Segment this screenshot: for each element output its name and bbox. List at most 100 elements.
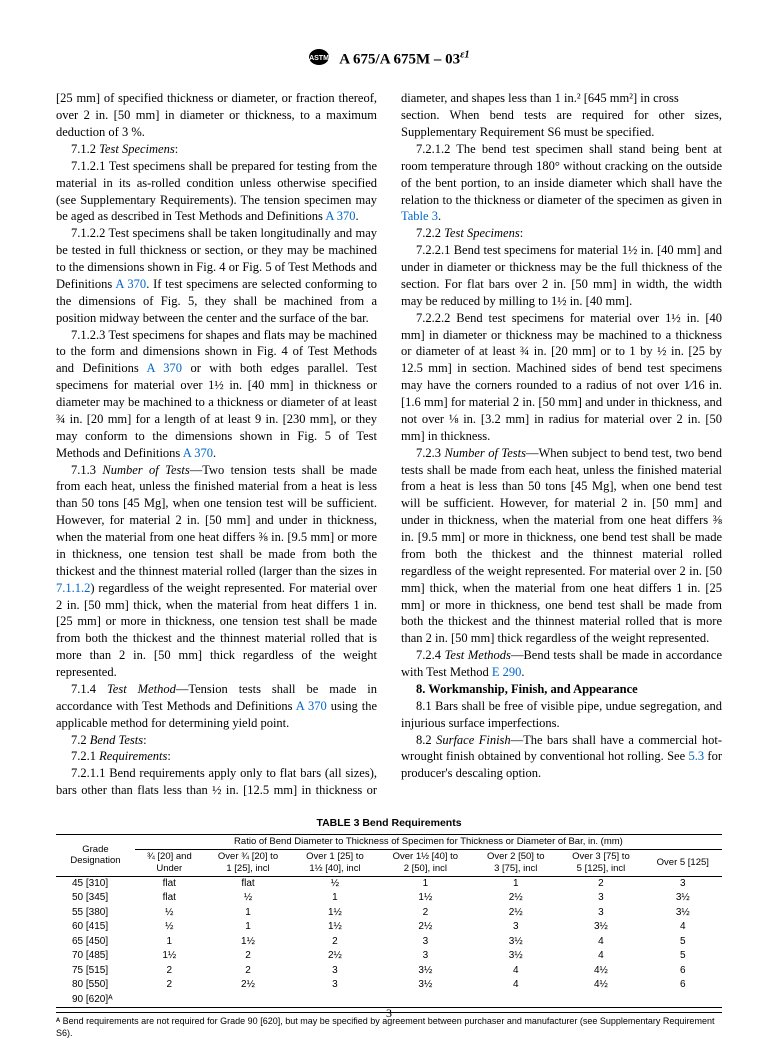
value-cell: 2	[558, 876, 643, 891]
value-cell: flat	[135, 891, 204, 906]
s7222: 7.2.2.2 Bend test specimens for material…	[401, 310, 722, 445]
value-cell: 1½	[135, 949, 204, 964]
table-row: 45 [310]flatflat½1123	[56, 876, 722, 891]
value-cell: ½	[135, 906, 204, 921]
h1: ¾ [20] andUnder	[135, 850, 204, 877]
value-cell: 3	[558, 906, 643, 921]
s712: 7.1.2 Test Specimens:	[56, 141, 377, 158]
value-cell: 4	[473, 978, 558, 993]
value-cell: 3½	[473, 949, 558, 964]
grade-cell: 65 [450]	[56, 935, 135, 950]
s8-title: 8. Workmanship, Finish, and Appearance	[401, 681, 722, 698]
value-cell: 2	[135, 978, 204, 993]
value-cell: 1½	[292, 920, 377, 935]
value-cell: 4	[644, 920, 722, 935]
s723: 7.2.3 Number of Tests—When subject to be…	[401, 445, 722, 648]
value-cell: flat	[135, 876, 204, 891]
value-cell: 5	[644, 935, 722, 950]
s724: 7.2.4 Test Methods—Bend tests shall be m…	[401, 647, 722, 681]
s722: 7.2.2 Test Specimens:	[401, 225, 722, 242]
grade-cell: 70 [485]	[56, 949, 135, 964]
ref-table3: Table 3	[401, 209, 438, 223]
value-cell: 3½	[644, 906, 722, 921]
value-cell: 2½	[473, 906, 558, 921]
grade-cell: 80 [550]	[56, 978, 135, 993]
page-number: 3	[0, 1005, 778, 1021]
value-cell: 1	[292, 891, 377, 906]
s712-title: Test Specimens	[99, 142, 175, 156]
ref-a370-1: A 370	[325, 209, 355, 223]
table-row: 50 [345]flat½11½2½33½	[56, 891, 722, 906]
table-row: 60 [415]½11½2½33½4	[56, 920, 722, 935]
value-cell: 3	[644, 876, 722, 891]
value-cell: 4	[558, 935, 643, 950]
para-25mm: [25 mm] of specified thickness or diamet…	[56, 90, 377, 141]
s72: 7.2 Bend Tests:	[56, 732, 377, 749]
value-cell: 1	[135, 935, 204, 950]
s82: 8.2 Surface Finish—The bars shall have a…	[401, 732, 722, 783]
value-cell: 2	[292, 935, 377, 950]
value-cell: 1½	[204, 935, 293, 950]
value-cell: 6	[644, 978, 722, 993]
s713: 7.1.3 Number of Tests—Two tension tests …	[56, 462, 377, 681]
table3-caption: TABLE 3 Bend Requirements	[56, 817, 722, 830]
value-cell: 5	[644, 949, 722, 964]
h3: Over 1 [25] to1½ [40], incl	[292, 850, 377, 877]
value-cell: 3½	[473, 935, 558, 950]
value-cell: 4½	[558, 978, 643, 993]
table3-table: GradeDesignation Ratio of Bend Diameter …	[56, 834, 722, 1008]
s81: 8.1 Bars shall be free of visible pipe, …	[401, 698, 722, 732]
table-row: 70 [485]1½22½33½45	[56, 949, 722, 964]
svg-text:ASTM: ASTM	[309, 55, 329, 62]
epsilon: ε1	[460, 50, 470, 61]
value-cell: 6	[644, 964, 722, 979]
value-cell: 2½	[378, 920, 474, 935]
value-cell: 3½	[378, 964, 474, 979]
body-columns: [25 mm] of specified thickness or diamet…	[56, 90, 722, 799]
value-cell: 3	[292, 978, 377, 993]
table-row: 75 [515]2233½44½6	[56, 964, 722, 979]
ref-a370-2: A 370	[115, 277, 146, 291]
value-cell: 1½	[292, 906, 377, 921]
value-cell: 1	[204, 920, 293, 935]
value-cell: 3	[378, 935, 474, 950]
value-cell: ½	[135, 920, 204, 935]
value-cell: 2½	[204, 978, 293, 993]
value-cell: 2	[204, 964, 293, 979]
value-cell: 3	[378, 949, 474, 964]
ref-a370-4: A 370	[183, 446, 213, 460]
grade-cell: 60 [415]	[56, 920, 135, 935]
grade-cell: 50 [345]	[56, 891, 135, 906]
value-cell: 1	[204, 906, 293, 921]
value-cell: 3½	[558, 920, 643, 935]
s7121: 7.1.2.1 Test specimens shall be prepared…	[56, 158, 377, 226]
value-cell: 3½	[378, 978, 474, 993]
h5: Over 2 [50] to3 [75], incl	[473, 850, 558, 877]
s721: 7.2.1 Requirements:	[56, 748, 377, 765]
doc-header: ASTM A 675/A 675M – 03ε1	[56, 48, 722, 72]
ref-a370-5: A 370	[296, 699, 327, 713]
col-grade: GradeDesignation	[56, 835, 135, 877]
s7122: 7.1.2.2 Test specimens shall be taken lo…	[56, 225, 377, 326]
value-cell: 1	[473, 876, 558, 891]
s7211c: section. When bend tests are required fo…	[401, 107, 722, 141]
value-cell: 2½	[292, 949, 377, 964]
value-cell: 1	[378, 876, 474, 891]
value-cell: 3	[292, 964, 377, 979]
value-cell: 4½	[558, 964, 643, 979]
value-cell: 2	[204, 949, 293, 964]
designation: A 675/A 675M – 03	[339, 52, 460, 68]
ref-a370-3: A 370	[146, 361, 182, 375]
s712-num: 7.1.2	[71, 142, 99, 156]
value-cell: 2	[135, 964, 204, 979]
value-cell: ½	[204, 891, 293, 906]
s7123: 7.1.2.3 Test specimens for shapes and fl…	[56, 327, 377, 462]
value-cell: 2	[378, 906, 474, 921]
value-cell: 4	[558, 949, 643, 964]
value-cell: ½	[292, 876, 377, 891]
grade-cell: 55 [380]	[56, 906, 135, 921]
h2: Over ¾ [20] to1 [25], incl	[204, 850, 293, 877]
value-cell: 3½	[644, 891, 722, 906]
value-cell: 3	[558, 891, 643, 906]
h6: Over 3 [75] to5 [125], incl	[558, 850, 643, 877]
